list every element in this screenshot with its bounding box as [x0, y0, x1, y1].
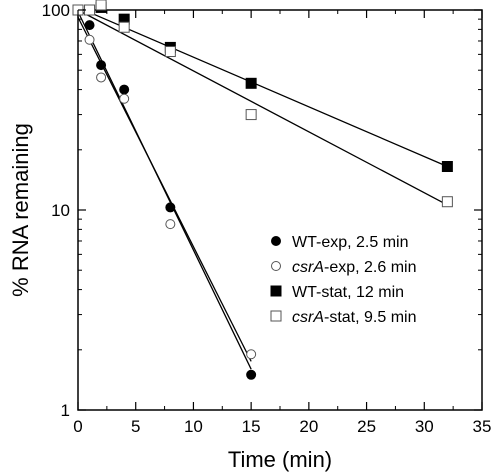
data-point-series-3	[95, 0, 107, 11]
data-point-series-3	[118, 21, 130, 33]
data-point-series-1	[84, 34, 95, 45]
legend-label-3: csrA-stat, 9.5 min	[292, 309, 416, 326]
fit-lines	[77, 6, 448, 370]
legend-label-part: csrA	[292, 259, 324, 276]
data-point-series-0	[165, 202, 176, 213]
x-axis-title: Time (min)	[228, 447, 332, 472]
legend-label-part: WT-stat, 12 min	[292, 284, 404, 301]
legend-label-part: WT-exp, 2.5 min	[292, 234, 408, 251]
x-tick-label: 15	[242, 417, 261, 436]
legend-marker-2	[270, 285, 282, 297]
data-point-series-1	[165, 219, 176, 230]
data-point-series-0	[96, 60, 107, 71]
legend-label-part: csrA	[292, 309, 324, 326]
fit-line-series-3	[77, 9, 448, 206]
data-point-series-3	[164, 46, 176, 58]
x-tick-label: 30	[415, 417, 434, 436]
fit-line-series-1	[77, 16, 252, 362]
data-point-series-3	[441, 196, 453, 208]
data-point-series-0	[119, 84, 130, 95]
legend-label-2: WT-stat, 12 min	[292, 284, 404, 301]
x-tick-label: 10	[184, 417, 203, 436]
y-tick-label: 100	[42, 1, 70, 20]
legend-label-0: WT-exp, 2.5 min	[292, 234, 408, 251]
data-point-series-0	[84, 20, 95, 31]
x-tick-label: 35	[473, 417, 492, 436]
y-tick-label: 1	[61, 401, 70, 420]
x-tick-label: 20	[299, 417, 318, 436]
axis-ticks: 0 5 10 15 20 25 30 35 1 10 100	[42, 1, 492, 436]
data-point-series-1	[246, 349, 257, 360]
data-point-series-2	[441, 161, 453, 173]
fit-line-series-2	[77, 6, 448, 168]
legend-label-1: csrA-exp, 2.6 min	[292, 259, 416, 276]
legend-marker-0	[271, 236, 281, 246]
data-point-series-2	[245, 77, 257, 89]
data-point-series-1	[119, 93, 130, 104]
y-axis-title: % RNA remaining	[8, 123, 33, 297]
data-points	[72, 0, 453, 380]
data-point-series-1	[96, 72, 107, 83]
x-tick-label: 0	[73, 417, 82, 436]
legend-marker-1	[271, 261, 281, 271]
x-tick-label: 25	[357, 417, 376, 436]
data-point-series-0	[246, 369, 257, 380]
y-tick-label: 10	[51, 201, 70, 220]
legend-label-part: -stat, 9.5 min	[324, 309, 416, 326]
legend-label-part: -exp, 2.6 min	[324, 259, 416, 276]
plot-frame	[77, 9, 483, 411]
x-tick-label: 5	[131, 417, 140, 436]
legend-marker-3	[270, 310, 282, 322]
data-point-series-3	[84, 4, 96, 16]
data-point-series-3	[245, 109, 257, 121]
